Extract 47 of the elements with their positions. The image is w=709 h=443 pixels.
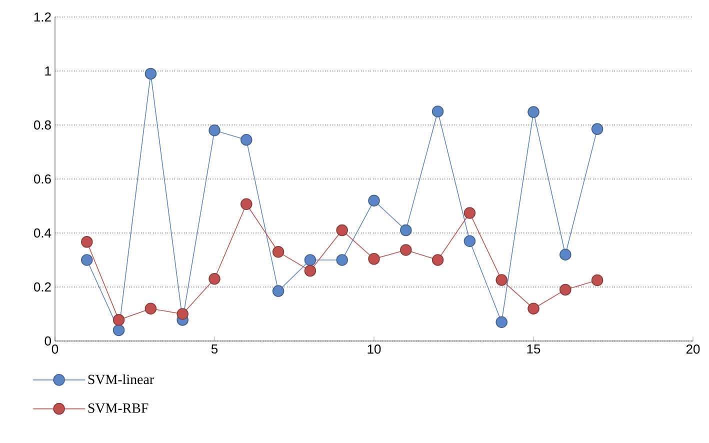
point — [112, 314, 125, 326]
point — [240, 134, 252, 146]
x-tick-label: 15 — [527, 344, 540, 354]
point — [591, 123, 604, 135]
point — [144, 302, 157, 314]
point — [528, 106, 540, 118]
point — [464, 207, 476, 219]
point — [496, 274, 508, 286]
y-tick-label: 1 — [45, 66, 51, 76]
x-tick-label: 0 — [52, 344, 58, 354]
point — [304, 264, 316, 277]
y-tick-label: 0.6 — [34, 174, 51, 184]
point — [432, 254, 444, 266]
point — [208, 273, 220, 285]
point — [336, 224, 348, 236]
point — [240, 198, 252, 210]
y-tick-label: 1.2 — [34, 12, 51, 22]
point — [464, 235, 476, 247]
legend-label: SVM-linear — [88, 374, 154, 384]
point — [81, 254, 93, 266]
x-tick-label: 5 — [211, 344, 218, 354]
point — [400, 244, 412, 256]
point — [368, 194, 380, 206]
point — [368, 253, 380, 265]
point — [176, 308, 188, 320]
point — [272, 246, 284, 258]
y-tick-label: 0.4 — [34, 228, 52, 238]
y-tick-label: 0 — [44, 336, 51, 346]
point — [528, 302, 540, 314]
point — [144, 68, 157, 80]
point — [496, 316, 508, 328]
point — [272, 285, 284, 297]
point — [591, 274, 604, 286]
x-tick-label: 20 — [686, 344, 700, 354]
x-tick-label: 10 — [368, 344, 381, 354]
point — [112, 324, 125, 336]
point — [81, 236, 93, 248]
point — [560, 284, 572, 296]
point — [560, 248, 572, 260]
point — [304, 254, 316, 266]
point — [400, 224, 412, 236]
point — [208, 124, 220, 136]
point — [336, 254, 348, 266]
legend-label: SVM-RBF — [88, 403, 148, 413]
point — [432, 106, 444, 118]
y-tick-label: 0.2 — [34, 282, 51, 292]
y-tick-label: 0.8 — [34, 120, 51, 130]
